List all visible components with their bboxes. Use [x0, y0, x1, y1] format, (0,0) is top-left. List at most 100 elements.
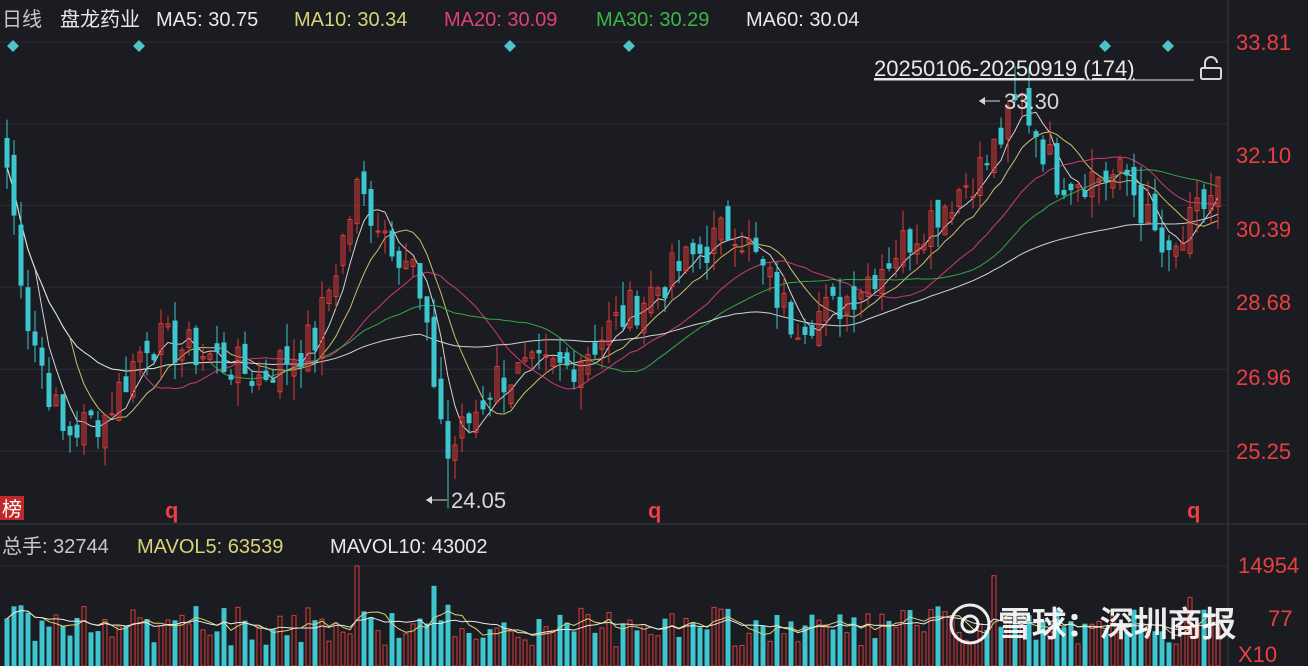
volume-bar [1061, 627, 1067, 666]
candle-body [368, 188, 374, 226]
candle-body [1019, 93, 1025, 97]
volume-bar [158, 625, 164, 666]
grid-lines [0, 41, 1228, 567]
volume-bar [977, 623, 983, 666]
candle-body [151, 354, 157, 361]
candle-body [431, 316, 437, 387]
candle-body [1180, 242, 1186, 251]
candle-body [886, 263, 892, 269]
volume-bar [1005, 618, 1011, 666]
candle-body [837, 296, 843, 320]
volume-bar [284, 635, 290, 666]
candle-body [109, 413, 115, 416]
event-diamond-icon[interactable] [623, 40, 635, 52]
price-tick: 26.96 [1236, 365, 1291, 390]
candle-body [522, 357, 528, 362]
candle-body [340, 235, 346, 266]
volume-bar [487, 629, 493, 666]
candle-body [760, 258, 766, 266]
volume-bar [235, 606, 241, 666]
candle-body [529, 351, 535, 359]
svg-text:24.05: 24.05 [451, 488, 506, 513]
volume-bar [459, 628, 465, 666]
price-tick: 32.10 [1236, 143, 1291, 168]
event-diamond-icon[interactable] [1162, 40, 1174, 52]
volume-bar [305, 607, 311, 666]
volume-bar [781, 633, 787, 666]
candle-body [613, 312, 619, 316]
bang-badge[interactable]: 榜 [0, 496, 24, 521]
volume-bar [340, 631, 346, 666]
volume-bar [648, 634, 654, 666]
range-label[interactable]: 20250106-20250919 (174) [874, 56, 1135, 81]
candle-body [669, 252, 675, 288]
volume-bar [872, 638, 878, 666]
volume-bar [39, 620, 45, 666]
volume-bar [753, 620, 759, 666]
q-marker[interactable]: q [648, 498, 661, 523]
candle-body [865, 276, 871, 297]
period-label[interactable]: 日线 [2, 8, 42, 31]
candle-body [900, 230, 906, 267]
candle-body [249, 381, 255, 386]
volume-bar [375, 630, 381, 666]
ma5-line [6, 111, 1219, 433]
volume-bar [529, 644, 535, 666]
volume-label: 总手: 32744 [2, 535, 109, 558]
volume-bar [900, 610, 906, 666]
volume-bar [809, 614, 815, 666]
candle-body [571, 369, 577, 382]
candle-body [74, 424, 80, 438]
candle-body [508, 384, 514, 405]
volume-bar [844, 632, 850, 666]
volume-bar [816, 619, 822, 666]
candle-body [732, 243, 738, 246]
candle-body [46, 372, 52, 408]
volume-bar [291, 615, 297, 666]
candle-body [634, 295, 640, 326]
candle-body [25, 287, 31, 332]
candle-body [1187, 207, 1193, 254]
event-diamond-icon[interactable] [504, 40, 516, 52]
q-marker[interactable]: q [165, 498, 178, 523]
event-diamond-icon[interactable] [1099, 40, 1111, 52]
volume-bar [606, 611, 612, 666]
candle-body [1208, 194, 1214, 211]
candle-body [1152, 193, 1158, 231]
volume-bar [354, 565, 360, 666]
volume-bar [697, 627, 703, 666]
volume-bar [1138, 623, 1144, 666]
volume-bar [200, 629, 206, 666]
volume-bar [403, 633, 409, 666]
candle-body [718, 217, 724, 241]
volume-bar [942, 611, 948, 666]
event-markers[interactable] [7, 40, 1174, 52]
volume-bar [1159, 631, 1165, 666]
candle-body [1117, 158, 1123, 173]
volume-bar [662, 618, 668, 666]
candle-body [361, 171, 367, 195]
volume-bar [1145, 626, 1151, 666]
event-diamond-icon[interactable] [7, 40, 19, 52]
volume-bar [396, 637, 402, 666]
candle-body [326, 290, 332, 305]
volume-bar [823, 624, 829, 666]
price-axis: 33.81 32.10 30.39 28.68 26.96 25.25 [1236, 30, 1291, 464]
volume-bar [879, 613, 885, 666]
event-diamond-icon[interactable] [133, 40, 145, 52]
candle-body [557, 351, 563, 363]
candle-body [494, 365, 500, 403]
volume-bar [130, 609, 136, 666]
volume-bar [137, 617, 143, 666]
q-marker[interactable]: q [1187, 498, 1200, 523]
candle-body [263, 370, 269, 380]
candle-body [1012, 94, 1018, 101]
lock-icon[interactable] [1200, 56, 1222, 80]
volume-bar [515, 636, 521, 666]
price-tick: 28.68 [1236, 290, 1291, 315]
candle-body [67, 426, 73, 436]
candle-body [144, 340, 150, 354]
volume-bar [11, 606, 17, 666]
candle-body [179, 349, 185, 361]
volume-bar [1208, 615, 1214, 666]
